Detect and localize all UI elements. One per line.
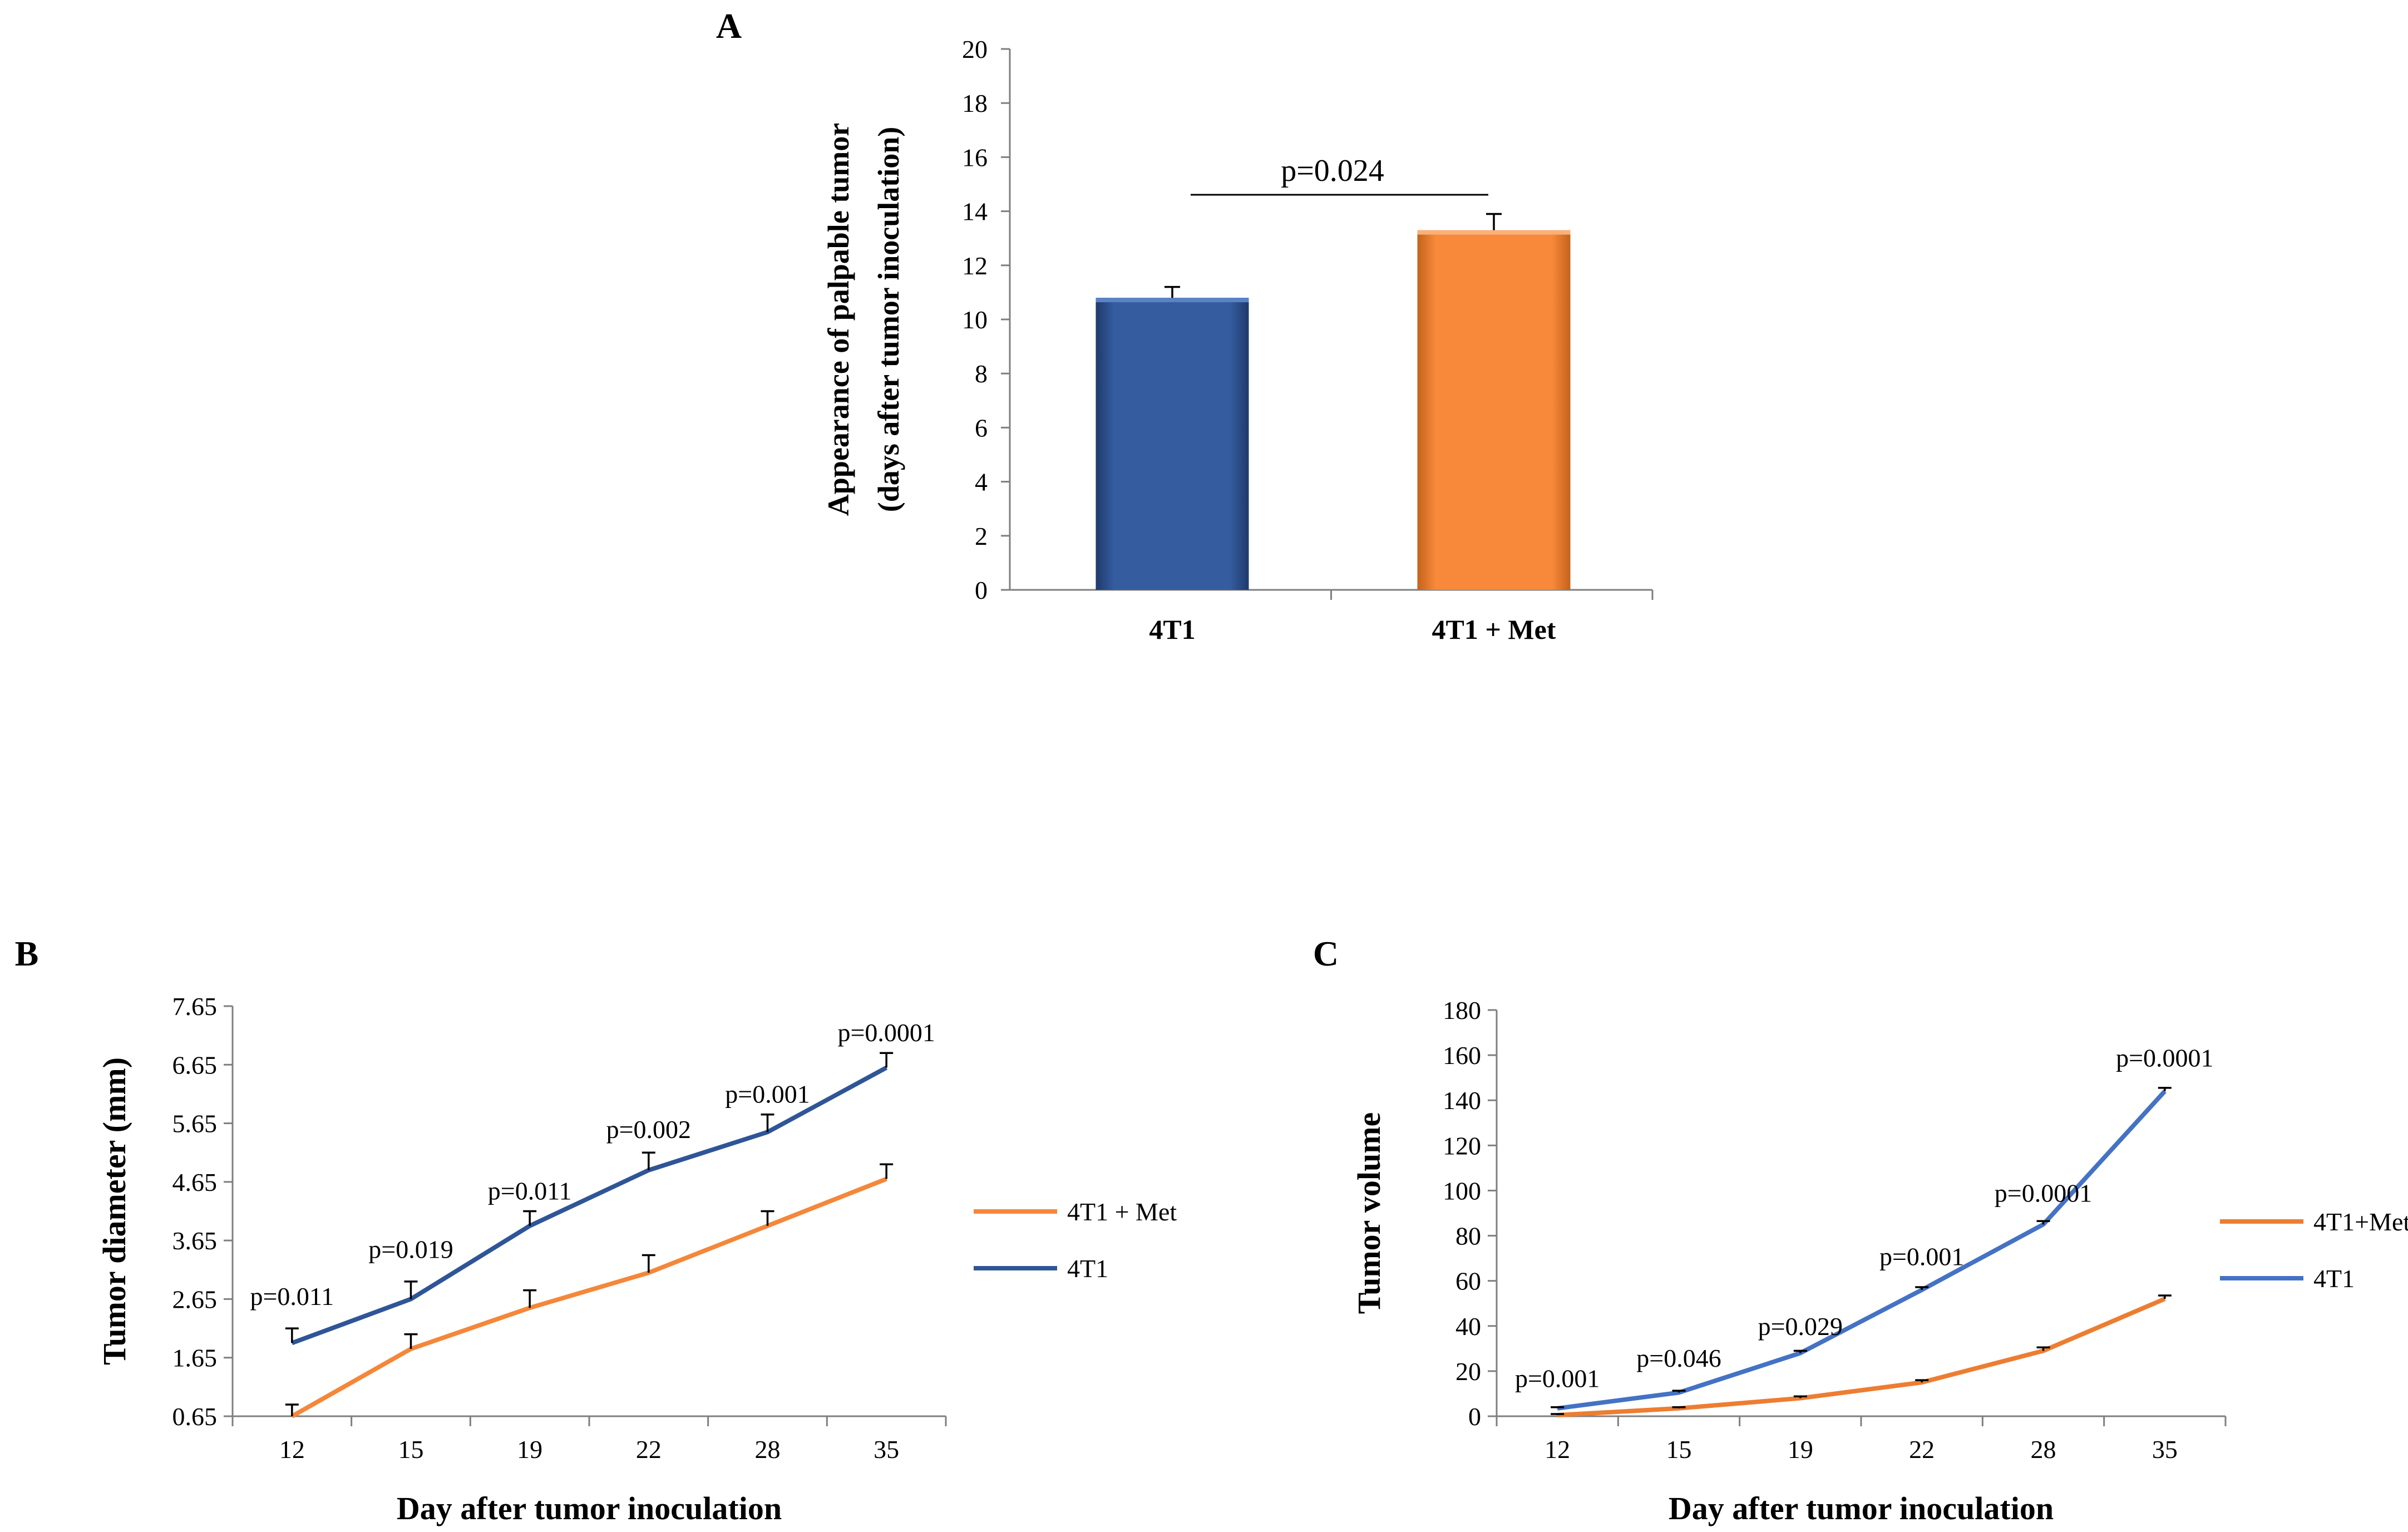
- panel-b-letter: B: [15, 934, 39, 973]
- y-tick-label: 8: [975, 359, 988, 388]
- x-axis-label: Day after tumor inoculation: [397, 1490, 782, 1526]
- y-tick-label: 1.65: [172, 1344, 218, 1372]
- y-tick-label: 10: [962, 306, 988, 334]
- y-tick-label: 2.65: [172, 1285, 218, 1313]
- x-tick-label: 28: [2031, 1435, 2056, 1464]
- bar-4t1-met: [1417, 230, 1571, 590]
- y-tick-label: 80: [1455, 1222, 1481, 1250]
- x-tick-label: 15: [1666, 1435, 1692, 1464]
- p-value-label: p=0.0001: [2116, 1043, 2213, 1072]
- bar-4t1: [1096, 298, 1249, 590]
- y-tick-label: 120: [1443, 1131, 1481, 1160]
- y-tick-label: 3.65: [172, 1226, 218, 1255]
- p-value-label: p=0.001: [1879, 1242, 1964, 1270]
- p-value-label: p=0.029: [1758, 1312, 1843, 1341]
- x-tick-label: 12: [1545, 1435, 1570, 1464]
- y-tick-label: 12: [962, 252, 988, 280]
- x-tick-label: 15: [398, 1435, 424, 1464]
- series-line-4t1: [291, 1066, 888, 1346]
- y-tick-label: 6: [975, 413, 988, 442]
- p-value-label: p=0.019: [368, 1235, 453, 1264]
- y-tick-label: 6.65: [172, 1051, 218, 1079]
- y-tick-label: 0.65: [172, 1402, 218, 1431]
- x-tick-label: 28: [755, 1435, 781, 1464]
- y-tick-label: 160: [1443, 1041, 1481, 1070]
- line-chart-tumor-volume: 0 20 40 60 80 100 120 140 160 180 12 15 19 22 28 35 p=0.…: [1351, 996, 2408, 1526]
- series-line-4t1: [1557, 1090, 2167, 1411]
- legend-label: 4T1: [2313, 1264, 2355, 1293]
- y-tick-label: 40: [1455, 1312, 1481, 1341]
- y-tick-label: 4: [975, 468, 988, 496]
- y-axis-label: Tumor volume: [1351, 1112, 1387, 1314]
- panel-a-letter: A: [716, 6, 742, 46]
- y-axis-label-line2: (days after tumor inoculation): [872, 127, 905, 512]
- p-value-label: p=0.011: [488, 1176, 572, 1205]
- p-value-label: p=0.0001: [837, 1018, 935, 1047]
- y-tick-label: 20: [1455, 1357, 1481, 1386]
- y-tick-label: 2: [975, 522, 988, 550]
- p-value-label: p=0.002: [606, 1115, 691, 1144]
- p-value-annotation: p=0.024: [1281, 154, 1384, 188]
- p-value-label: p=0.046: [1636, 1344, 1721, 1372]
- panel-c-letter: C: [1313, 934, 1339, 973]
- x-tick-label: 35: [874, 1435, 899, 1464]
- x-tick-label: 19: [1788, 1435, 1813, 1464]
- y-tick-label: 100: [1443, 1176, 1481, 1205]
- y-tick-label: 18: [962, 89, 988, 117]
- x-axis-label: Day after tumor inoculation: [1669, 1490, 2054, 1526]
- y-tick-label: 60: [1455, 1267, 1481, 1295]
- bar-chart-appearance: 0 2 4 6 8 10 12 14 16 18 20 4T1 4T1 + Met p=0.024 Appe…: [822, 35, 1654, 645]
- x-tick-label: 22: [636, 1435, 662, 1464]
- y-tick-label: 16: [962, 143, 988, 171]
- y-tick-label: 5.65: [172, 1110, 218, 1138]
- p-value-label: p=0.0001: [1995, 1179, 2092, 1208]
- y-tick-label: 14: [962, 198, 988, 226]
- p-value-label: p=0.011: [250, 1282, 334, 1311]
- x-category-label: 4T1 + Met: [1432, 614, 1556, 645]
- y-tick-label: 0: [975, 576, 988, 604]
- x-tick-label: 22: [1909, 1435, 1935, 1464]
- y-tick-label: 180: [1443, 996, 1481, 1024]
- legend-label: 4T1+Met: [2313, 1208, 2408, 1236]
- p-value-label: p=0.001: [1515, 1364, 1600, 1392]
- y-tick-label: 0: [1468, 1402, 1481, 1431]
- y-axis-label: Appearance of palpable tumor: [822, 123, 855, 516]
- line-chart-tumor-diameter: 0.65 1.65 2.65 3.65 4.65 5.65 6.65 7.65 12 15 19 22…: [96, 992, 1177, 1526]
- y-tick-label: 140: [1443, 1086, 1481, 1115]
- y-tick-label: 20: [962, 35, 988, 63]
- p-value-label: p=0.001: [725, 1080, 810, 1109]
- legend-label: 4T1: [1067, 1254, 1108, 1283]
- y-axis-label: Tumor diameter (mm): [96, 1057, 132, 1365]
- bar-top-highlight: [1417, 230, 1571, 235]
- bar-top-highlight: [1096, 298, 1249, 303]
- y-tick-label: 4.65: [172, 1168, 218, 1196]
- legend-label: 4T1 + Met: [1067, 1198, 1177, 1226]
- y-tick-label: 7.65: [172, 992, 218, 1021]
- x-tick-label: 12: [279, 1435, 305, 1464]
- x-tick-label: 19: [517, 1435, 542, 1464]
- x-category-label: 4T1: [1149, 614, 1195, 645]
- series-line-met: [290, 1176, 887, 1418]
- series-line-met: [1557, 1297, 2166, 1417]
- x-tick-label: 35: [2152, 1435, 2178, 1464]
